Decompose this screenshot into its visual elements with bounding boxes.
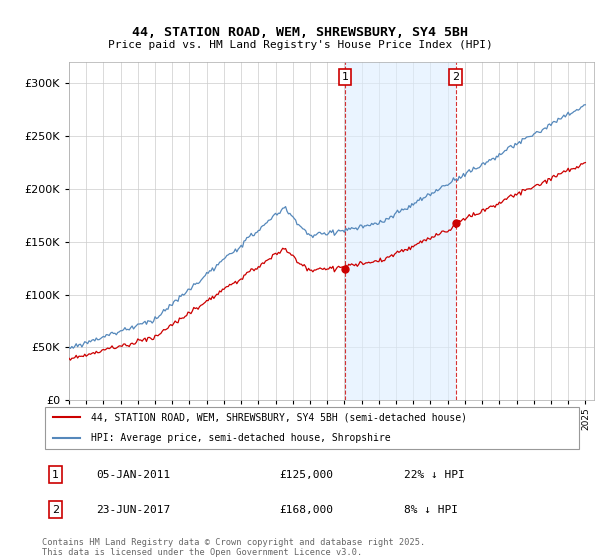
Text: 1: 1: [52, 470, 59, 479]
Text: 1: 1: [341, 72, 349, 82]
Text: 2: 2: [452, 72, 460, 82]
FancyBboxPatch shape: [45, 407, 580, 449]
Text: 05-JAN-2011: 05-JAN-2011: [96, 470, 170, 479]
Text: Contains HM Land Registry data © Crown copyright and database right 2025.
This d: Contains HM Land Registry data © Crown c…: [42, 538, 425, 557]
Bar: [345, 62, 456, 400]
Text: 2: 2: [52, 505, 59, 515]
Text: 8% ↓ HPI: 8% ↓ HPI: [404, 505, 458, 515]
Text: Price paid vs. HM Land Registry's House Price Index (HPI): Price paid vs. HM Land Registry's House …: [107, 40, 493, 50]
Text: £125,000: £125,000: [280, 470, 334, 479]
Text: 23-JUN-2017: 23-JUN-2017: [96, 505, 170, 515]
Text: HPI: Average price, semi-detached house, Shropshire: HPI: Average price, semi-detached house,…: [91, 433, 390, 443]
Text: 44, STATION ROAD, WEM, SHREWSBURY, SY4 5BH: 44, STATION ROAD, WEM, SHREWSBURY, SY4 5…: [132, 26, 468, 39]
Text: £168,000: £168,000: [280, 505, 334, 515]
Text: 22% ↓ HPI: 22% ↓ HPI: [404, 470, 464, 479]
Text: 44, STATION ROAD, WEM, SHREWSBURY, SY4 5BH (semi-detached house): 44, STATION ROAD, WEM, SHREWSBURY, SY4 5…: [91, 412, 467, 422]
